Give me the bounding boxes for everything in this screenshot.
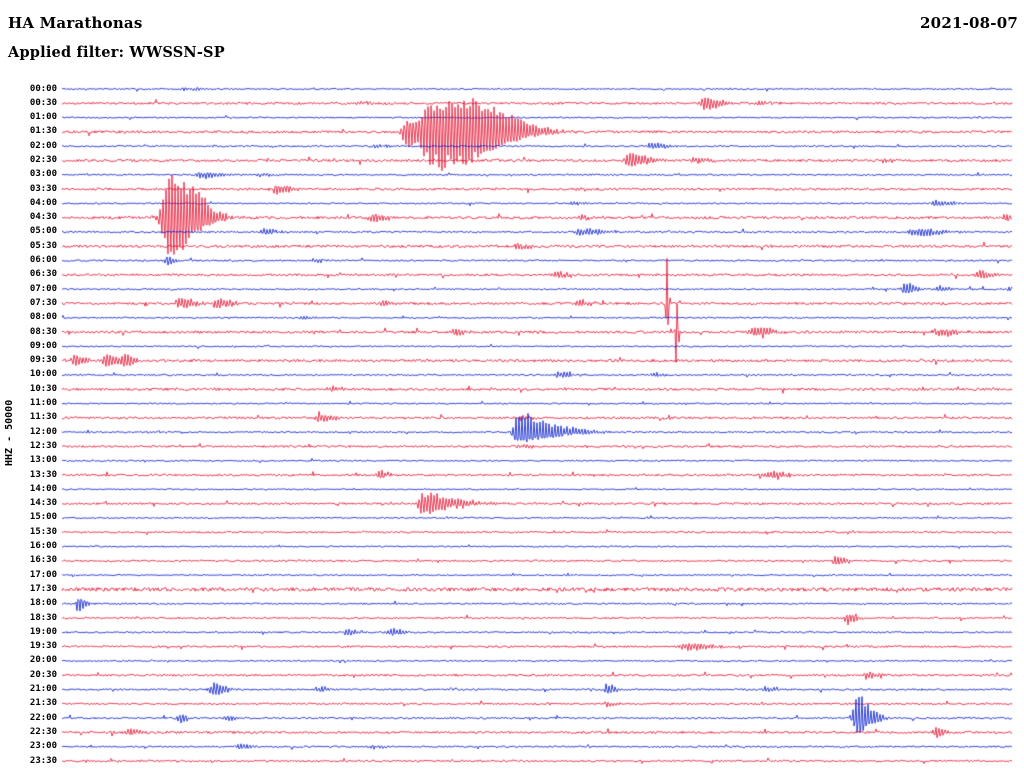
- station-title: HA Marathonas: [8, 14, 143, 32]
- time-label: 14:30: [29, 498, 57, 509]
- time-label: 18:30: [29, 612, 57, 623]
- time-label: 21:30: [29, 698, 57, 709]
- time-label: 18:00: [29, 598, 57, 609]
- time-label: 13:30: [29, 469, 57, 480]
- time-label: 12:00: [29, 426, 57, 437]
- time-label: 00:00: [29, 83, 57, 94]
- time-label: 23:00: [29, 741, 57, 752]
- time-label: 08:30: [29, 326, 57, 337]
- time-label: 06:30: [29, 269, 57, 280]
- time-label: 07:00: [29, 283, 57, 294]
- time-label: 02:30: [29, 154, 57, 165]
- time-label: 01:30: [29, 126, 57, 137]
- time-label: 00:30: [29, 97, 57, 108]
- y-axis-label: HHZ - 50000: [4, 399, 15, 466]
- time-label: 06:00: [29, 255, 57, 266]
- time-label: 12:30: [29, 440, 57, 451]
- time-label: 17:30: [29, 583, 57, 594]
- time-label: 03:30: [29, 183, 57, 194]
- time-label: 04:00: [29, 197, 57, 208]
- time-label: 09:30: [29, 355, 57, 366]
- time-label: 20:00: [29, 655, 57, 666]
- time-label: 10:00: [29, 369, 57, 380]
- time-label: 03:00: [29, 169, 57, 180]
- time-label: 04:30: [29, 212, 57, 223]
- time-label: 16:30: [29, 555, 57, 566]
- time-label: 15:00: [29, 512, 57, 523]
- time-label: 11:30: [29, 412, 57, 423]
- time-label: 02:00: [29, 140, 57, 151]
- time-label: 16:00: [29, 541, 57, 552]
- time-label: 10:30: [29, 383, 57, 394]
- time-label: 08:00: [29, 312, 57, 323]
- time-label: 22:30: [29, 726, 57, 737]
- time-label: 19:30: [29, 641, 57, 652]
- time-label: 21:00: [29, 684, 57, 694]
- time-label: 17:00: [29, 569, 57, 580]
- time-label: 01:00: [29, 112, 57, 123]
- time-label: 19:00: [29, 626, 57, 637]
- filter-label: Applied filter: WWSSN-SP: [8, 44, 225, 61]
- time-label: 22:00: [29, 712, 57, 723]
- time-label: 15:30: [29, 526, 57, 537]
- time-label: 05:00: [29, 226, 57, 237]
- date-label: 2021-08-07: [920, 14, 1018, 32]
- time-label: 14:00: [29, 483, 57, 494]
- time-label: 11:00: [29, 398, 57, 409]
- time-label: 13:00: [29, 455, 57, 466]
- time-label: 20:30: [29, 669, 57, 680]
- time-label: 23:30: [29, 755, 57, 766]
- time-label: 09:00: [29, 340, 57, 351]
- time-label: 07:30: [29, 297, 57, 308]
- time-label: 05:30: [29, 240, 57, 251]
